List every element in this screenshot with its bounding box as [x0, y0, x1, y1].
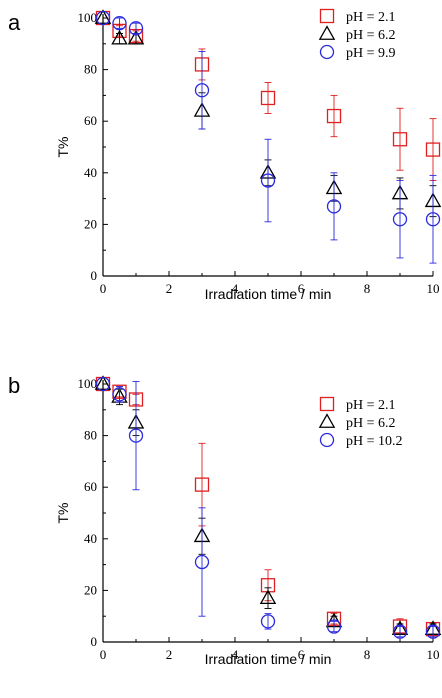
legend: pH = 2.1 pH = 6.2 pH = 10.2 — [318, 396, 403, 449]
legend-marker — [319, 432, 335, 448]
data-point — [112, 387, 127, 402]
y-tick-label: 20 — [84, 582, 97, 597]
y-tick-label: 100 — [78, 10, 98, 25]
y-tick-label: 100 — [78, 376, 98, 391]
data-point — [194, 83, 210, 98]
x-axis-title: Irradiation time / min — [205, 651, 332, 667]
legend-marker — [319, 8, 335, 24]
data-point — [94, 9, 112, 24]
y-tick-label: 0 — [91, 634, 98, 649]
legend-label: pH = 6.2 — [346, 28, 396, 43]
data-point — [326, 619, 342, 634]
y-tick-label: 40 — [84, 531, 97, 546]
data-point — [392, 212, 408, 227]
data-point — [392, 624, 408, 639]
y-tick-label: 20 — [84, 216, 97, 231]
data-point — [260, 90, 276, 106]
data-point — [194, 554, 210, 570]
y-tick-label: 80 — [84, 428, 97, 443]
data-point — [95, 10, 111, 26]
data-point — [425, 624, 441, 639]
x-tick-label: 2 — [166, 281, 173, 296]
data-point — [111, 29, 128, 45]
data-point — [425, 142, 441, 157]
legend-marker — [319, 396, 335, 412]
data-point — [95, 376, 111, 392]
y-tick-label: 60 — [84, 479, 97, 494]
legend-label: pH = 6.2 — [346, 416, 396, 431]
x-tick-label: 2 — [166, 647, 173, 662]
series-circle — [95, 376, 441, 639]
x-tick-label: 8 — [364, 281, 371, 296]
data-point — [112, 16, 127, 31]
x-tick-label: 10 — [427, 647, 440, 662]
x-tick-label: 8 — [364, 647, 371, 662]
y-tick-label: 40 — [84, 165, 97, 180]
x-tick-label: 6 — [298, 281, 305, 296]
x-tick-label: 4 — [232, 281, 239, 296]
panel-letter: a — [8, 10, 21, 35]
data-point — [260, 614, 276, 629]
panel-b: b 0 20 40 60 80 100 0 2 4 6 8 10 Irradiation time / m… — [8, 373, 442, 667]
data-point — [326, 199, 342, 214]
data-point — [194, 477, 210, 492]
legend-label: pH = 10.2 — [346, 434, 403, 449]
x-tick-label: 10 — [427, 281, 440, 296]
y-tick-label: 80 — [84, 62, 97, 77]
panel-a: a 0 20 40 60 80 100 0 2 4 6 8 10 Irradiation time / m… — [8, 8, 442, 302]
x-tick-label: 0 — [100, 281, 107, 296]
series-circle — [95, 10, 441, 264]
x-tick-label: 4 — [232, 647, 239, 662]
x-tick-label: 0 — [100, 647, 107, 662]
legend-label: pH = 9.9 — [346, 46, 396, 61]
y-axis-title: T% — [55, 137, 71, 158]
legend-label: pH = 2.1 — [346, 10, 396, 25]
data-point — [260, 173, 276, 188]
data-point — [128, 428, 144, 443]
data-point — [127, 29, 145, 45]
data-point — [128, 21, 144, 36]
x-axis-title: Irradiation time / min — [205, 286, 332, 302]
data-point — [326, 108, 342, 124]
y-tick-label: 0 — [91, 268, 98, 283]
legend-label: pH = 2.1 — [346, 398, 396, 413]
legend-marker — [318, 25, 336, 40]
y-tick-label: 60 — [84, 113, 97, 128]
data-point — [392, 132, 408, 147]
legend-marker — [319, 44, 335, 60]
legend: pH = 2.1 pH = 6.2 pH = 9.9 — [318, 8, 396, 61]
y-axis-title: T% — [55, 503, 71, 524]
data-point — [425, 212, 441, 227]
panel-letter: b — [8, 373, 20, 398]
data-point — [259, 589, 277, 605]
x-tick-label: 6 — [298, 647, 305, 662]
legend-marker — [318, 413, 336, 428]
data-point — [94, 375, 112, 390]
